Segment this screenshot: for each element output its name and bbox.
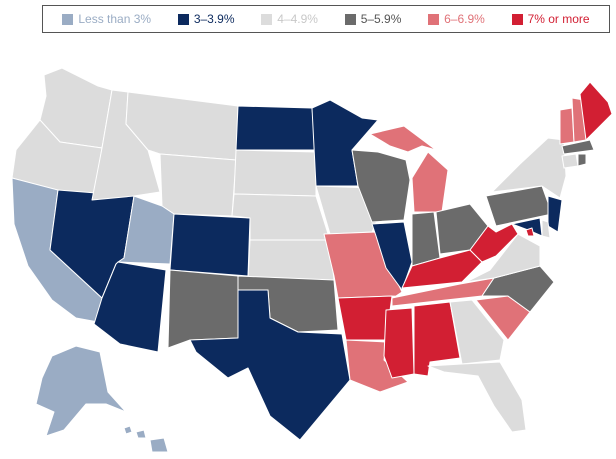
state-dc[interactable] bbox=[525, 227, 535, 237]
legend-label: 3–3.9% bbox=[193, 12, 235, 26]
legend-label: 4–4.9% bbox=[277, 12, 318, 26]
state-in[interactable] bbox=[411, 211, 441, 267]
state-mi[interactable] bbox=[369, 125, 437, 153]
legend-item-less-than-3: Less than 3% bbox=[62, 12, 151, 26]
state-ks[interactable] bbox=[247, 239, 335, 281]
state-hi-1[interactable] bbox=[123, 425, 133, 435]
state-wy[interactable] bbox=[159, 153, 237, 217]
state-il[interactable] bbox=[371, 221, 413, 291]
legend-swatch bbox=[177, 13, 189, 25]
state-wv[interactable] bbox=[469, 223, 519, 263]
map-legend: Less than 3% 3–3.9% 4–4.9% 5–5.9% 6–6.9%… bbox=[42, 5, 610, 33]
legend-swatch bbox=[261, 13, 273, 25]
legend-label: 5–5.9% bbox=[360, 12, 402, 26]
state-vt[interactable] bbox=[559, 107, 575, 145]
state-nd[interactable] bbox=[235, 105, 317, 151]
state-hi-2[interactable] bbox=[135, 429, 147, 439]
legend-swatch bbox=[511, 13, 523, 25]
state-de[interactable] bbox=[541, 219, 551, 239]
legend-swatch bbox=[428, 13, 440, 25]
state-co[interactable] bbox=[169, 213, 251, 277]
state-me[interactable] bbox=[579, 81, 613, 141]
state-hi-3[interactable] bbox=[149, 437, 169, 453]
state-va[interactable] bbox=[465, 233, 541, 283]
legend-label: 7% or more bbox=[527, 12, 590, 26]
legend-label: Less than 3% bbox=[78, 12, 152, 26]
legend-item-4-4-9: 4–4.9% bbox=[261, 12, 318, 26]
state-mi-lower[interactable] bbox=[411, 151, 449, 213]
state-ga[interactable] bbox=[449, 299, 505, 365]
state-ri[interactable] bbox=[577, 153, 587, 167]
legend-item-7-or-more: 7% or more bbox=[511, 12, 590, 26]
state-ct[interactable] bbox=[561, 153, 579, 169]
legend-swatch bbox=[344, 13, 356, 25]
state-sd[interactable] bbox=[233, 149, 317, 197]
legend-item-3-3-9: 3–3.9% bbox=[177, 12, 235, 26]
state-ar[interactable] bbox=[337, 295, 393, 341]
state-ms[interactable] bbox=[383, 307, 415, 379]
state-tx[interactable] bbox=[189, 289, 351, 441]
state-az[interactable] bbox=[93, 261, 167, 353]
state-fl[interactable] bbox=[427, 361, 527, 433]
state-ma[interactable] bbox=[561, 139, 595, 155]
state-nm[interactable] bbox=[167, 269, 239, 349]
legend-item-6-6-9: 6–6.9% bbox=[428, 12, 485, 26]
legend-item-5-5-9: 5–5.9% bbox=[344, 12, 402, 26]
legend-label: 6–6.9% bbox=[444, 12, 485, 26]
legend-swatch bbox=[62, 13, 74, 25]
state-nj[interactable] bbox=[547, 195, 563, 233]
state-ak[interactable] bbox=[35, 345, 127, 437]
state-wi[interactable] bbox=[351, 149, 411, 223]
